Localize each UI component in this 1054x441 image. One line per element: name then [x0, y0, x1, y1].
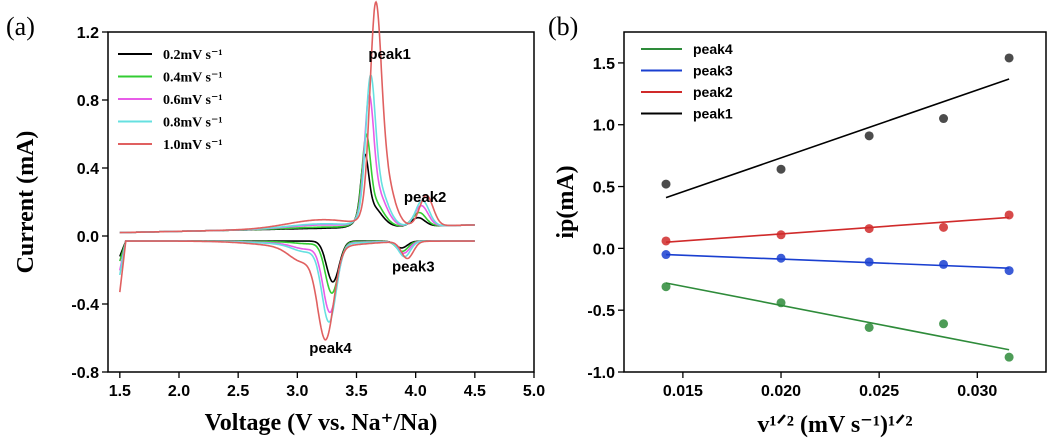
panel-b: (b) 0.015 0.020 0.025 0.030 -1.0 -0.5 0.0 0.5 1…: [548, 12, 1047, 438]
point-peak2: [1004, 210, 1014, 220]
y-tick-label-a: -0.8: [71, 365, 99, 382]
x-tick-label-a: 4.0: [405, 383, 427, 400]
panel-a-label: (a): [6, 12, 35, 41]
y-tick-label-a: 0.4: [77, 161, 99, 178]
legend-label-a: 1.0mV s⁻¹: [163, 138, 223, 153]
panel-a: (a) 1.5 2.0 2.5 3.0 3.5 4.0 4.5 5.0 -0.8 -0.4 0.0…: [6, 0, 545, 436]
panel-b-label: (b): [548, 12, 578, 41]
point-peak1: [661, 179, 671, 189]
y-tick-label-b: 1.5: [593, 56, 615, 73]
y-tick-label-b: -0.5: [587, 303, 615, 320]
point-peak4: [864, 322, 874, 332]
point-peak2: [776, 230, 786, 240]
point-peak3: [939, 259, 949, 269]
cv-anodic-4: [119, 0, 475, 234]
x-tick-label-a: 2.5: [227, 383, 249, 400]
point-peak3: [661, 250, 671, 260]
x-tick-label-b: 0.015: [663, 383, 703, 400]
point-peak2: [939, 222, 949, 232]
point-peak3: [864, 257, 874, 267]
point-peak4: [939, 319, 949, 329]
x-axis-title-a: Voltage (V vs. Na⁺/Na): [205, 410, 438, 436]
legend-label-b: peak2: [693, 84, 733, 100]
point-peak3: [776, 253, 786, 263]
cv-cathodic-4: [119, 240, 475, 341]
y-tick-label-b: 0.0: [593, 241, 615, 258]
point-peak4: [661, 282, 671, 292]
y-axis-a: -0.8 -0.4 0.0 0.4 0.8 1.2: [71, 25, 108, 382]
x-tick-label-a: 1.5: [109, 383, 131, 400]
x-tick-label-b: 0.025: [859, 383, 899, 400]
peak-annotations: peak1 peak2 peak3 peak4: [309, 46, 446, 357]
x-tick-label-a: 5.0: [523, 383, 545, 400]
cv-curves: [119, 0, 475, 341]
fit-line-peak2: [665, 216, 1010, 243]
y-axis-b: -1.0 -0.5 0.0 0.5 1.0 1.5: [587, 56, 624, 382]
point-peak1: [776, 164, 786, 174]
y-tick-label-a: 1.2: [77, 25, 99, 42]
x-tick-label-b: 0.020: [761, 383, 801, 400]
x-tick-label-a: 2.0: [168, 383, 190, 400]
x-axis-b: 0.015 0.020 0.025 0.030: [663, 372, 997, 400]
y-axis-title-a: Current (mA): [13, 131, 39, 274]
y-tick-label-b: 1.0: [593, 118, 615, 135]
legend-label-b: peak3: [693, 63, 733, 79]
annotation-peak1: peak1: [368, 46, 411, 63]
point-peak1: [939, 114, 949, 124]
legend-b: peak4 peak3 peak2 peak1: [641, 41, 733, 122]
point-peak3: [1004, 266, 1014, 276]
plot-b-frame: [623, 31, 1047, 373]
x-tick-label-a: 3.5: [345, 383, 367, 400]
annotation-peak4: peak4: [309, 340, 352, 357]
annotation-peak3: peak3: [392, 259, 435, 276]
legend-label-a: 0.4mV s⁻¹: [163, 71, 223, 86]
y-tick-label-a: -0.4: [71, 297, 99, 314]
cv-cathodic-3: [119, 240, 475, 323]
point-peak2: [864, 224, 874, 234]
point-peak4: [1004, 352, 1014, 362]
x-tick-label-a: 4.5: [464, 383, 486, 400]
point-peak1: [864, 131, 874, 141]
cv-cathodic-2: [119, 240, 475, 314]
data-points: [661, 53, 1014, 362]
y-axis-title-b: ip(mA): [553, 165, 579, 238]
y-tick-label-a: 0.0: [77, 229, 99, 246]
legend-label-b: peak4: [693, 41, 733, 57]
x-axis-a: 1.5 2.0 2.5 3.0 3.5 4.0 4.5 5.0: [109, 372, 545, 400]
legend-label-a: 0.6mV s⁻¹: [163, 93, 223, 108]
legend-a: 0.2mV s⁻¹ 0.4mV s⁻¹ 0.6mV s⁻¹ 0.8mV s⁻¹ 1.0m…: [118, 48, 223, 153]
annotation-peak2: peak2: [404, 189, 447, 206]
y-tick-label-b: -1.0: [587, 365, 615, 382]
x-axis-title-b: v¹ᐟ² (mV s⁻¹)¹ᐟ²: [757, 412, 912, 438]
fit-line-peak3: [665, 253, 1010, 269]
fit-line-peak1: [665, 78, 1010, 199]
point-peak2: [661, 236, 671, 246]
y-tick-label-b: 0.5: [593, 180, 615, 197]
plot-a-frame: [107, 31, 535, 373]
x-tick-label-b: 0.030: [957, 383, 997, 400]
fit-lines: [665, 78, 1010, 351]
legend-label-a: 0.2mV s⁻¹: [163, 48, 223, 63]
legend-label-b: peak1: [693, 106, 733, 122]
y-tick-label-a: 0.8: [77, 93, 99, 110]
fit-line-peak4: [665, 282, 1010, 351]
legend-label-a: 0.8mV s⁻¹: [163, 116, 223, 131]
point-peak1: [1004, 53, 1014, 63]
x-tick-label-a: 3.0: [286, 383, 308, 400]
point-peak4: [776, 298, 786, 308]
